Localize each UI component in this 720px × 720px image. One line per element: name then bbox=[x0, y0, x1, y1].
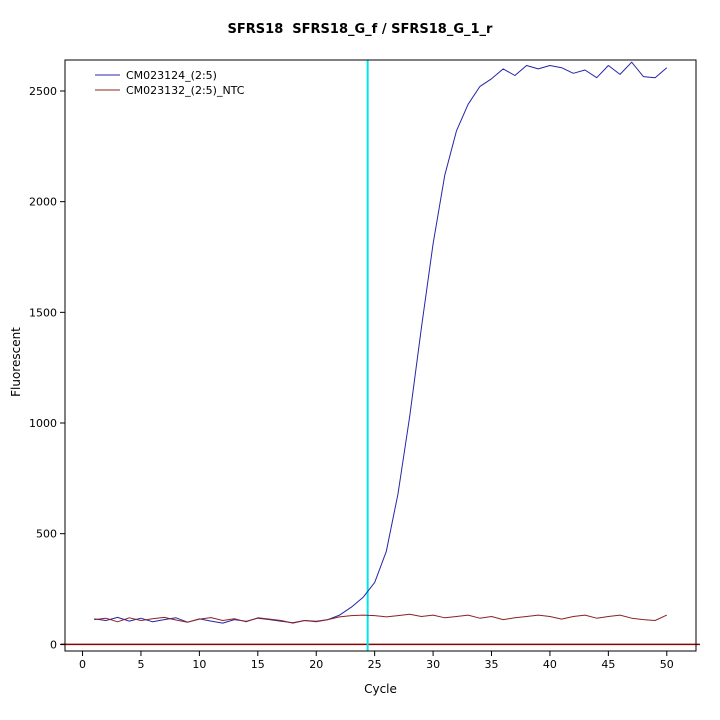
x-tick-label: 35 bbox=[485, 658, 499, 671]
x-tick-label: 30 bbox=[426, 658, 440, 671]
y-axis-label: Fluorescent bbox=[9, 327, 23, 397]
series-line-1 bbox=[94, 613, 668, 624]
y-tick-label: 1500 bbox=[29, 306, 57, 319]
series-line-0 bbox=[94, 61, 668, 624]
x-tick-label: 40 bbox=[543, 658, 557, 671]
y-tick-label: 2500 bbox=[29, 85, 57, 98]
legend-label-0: CM023124_(2:5) bbox=[126, 69, 217, 82]
y-tick-label: 0 bbox=[50, 638, 57, 651]
y-tick-label: 2000 bbox=[29, 196, 57, 209]
x-tick-label: 45 bbox=[601, 658, 615, 671]
x-tick-label: 5 bbox=[137, 658, 144, 671]
x-tick-label: 25 bbox=[368, 658, 382, 671]
x-axis-label: Cycle bbox=[364, 682, 397, 696]
y-tick-label: 1000 bbox=[29, 417, 57, 430]
x-tick-label: 50 bbox=[660, 658, 674, 671]
x-tick-label: 0 bbox=[79, 658, 86, 671]
y-tick-label: 500 bbox=[36, 528, 57, 541]
chart-title: SFRS18 SFRS18_G_f / SFRS18_G_1_r bbox=[227, 22, 493, 37]
x-tick-label: 10 bbox=[192, 658, 206, 671]
x-tick-label: 15 bbox=[251, 658, 265, 671]
legend-label-1: CM023132_(2:5)_NTC bbox=[126, 84, 245, 97]
plot-border bbox=[64, 59, 697, 652]
x-tick-label: 20 bbox=[309, 658, 323, 671]
